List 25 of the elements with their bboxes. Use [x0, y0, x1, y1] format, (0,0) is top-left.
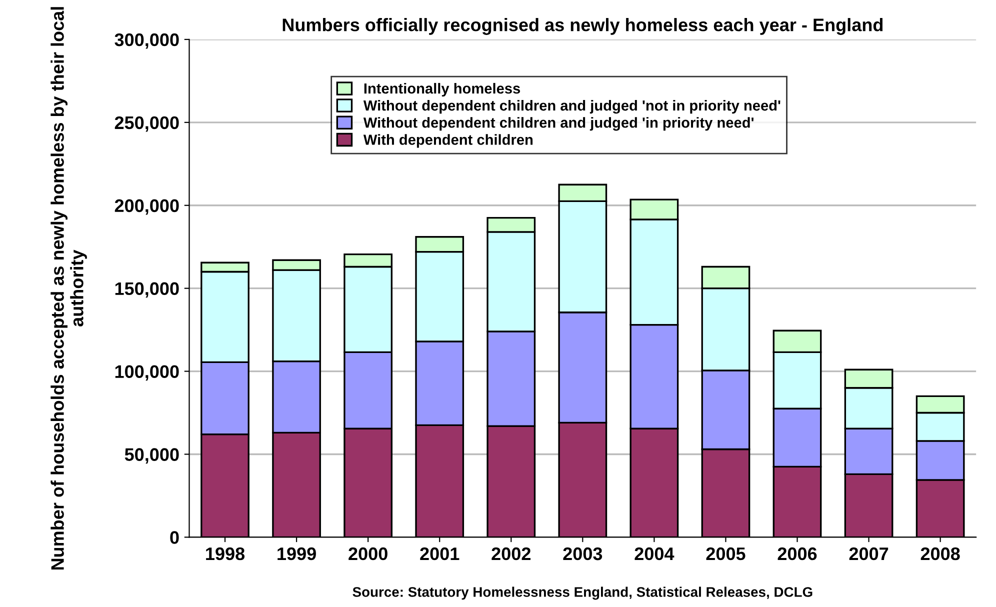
- source-note: Source: Statutory Homelessness England, Statistical Releases, DCLG: [352, 586, 812, 600]
- x-tick-label: 2001: [420, 547, 460, 560]
- x-tick-label: 2000: [348, 547, 388, 560]
- y-tick-label: 0: [170, 531, 179, 544]
- y-axis-title: Number of households accepted as newly homeless by their local authority: [50, 7, 87, 570]
- y-tick-label: 200,000: [114, 199, 179, 215]
- x-tick-label: 1999: [278, 547, 316, 560]
- x-tick-label: 2004: [634, 547, 674, 560]
- x-tick-label: 2002: [492, 547, 530, 560]
- y-tick-label: 100,000: [115, 365, 179, 381]
- chart-title: Numbers officially recognised as newly homeless each year - England: [282, 18, 883, 35]
- x-tick-label: 2003: [563, 547, 602, 560]
- x-tick-label: 2005: [706, 547, 746, 560]
- x-tick-label: 2006: [778, 547, 817, 560]
- y-tick-label: 300,000: [114, 33, 179, 49]
- x-tick-label: 1998: [206, 547, 245, 560]
- x-tick-label: 2007: [849, 547, 888, 560]
- legend-label: Intentionally homeless: [364, 82, 520, 97]
- y-tick-label: 50,000: [124, 448, 179, 464]
- y-tick-label: 250,000: [114, 116, 179, 132]
- y-tick-label: 150,000: [115, 282, 179, 298]
- legend-label: Without dependent children and judged 'in priority need': [363, 117, 754, 131]
- legend-label: With dependent children: [363, 134, 533, 148]
- x-tick-label: 2008: [920, 547, 960, 560]
- legend-label: Without dependent children and judged 'not in priority need': [363, 100, 780, 114]
